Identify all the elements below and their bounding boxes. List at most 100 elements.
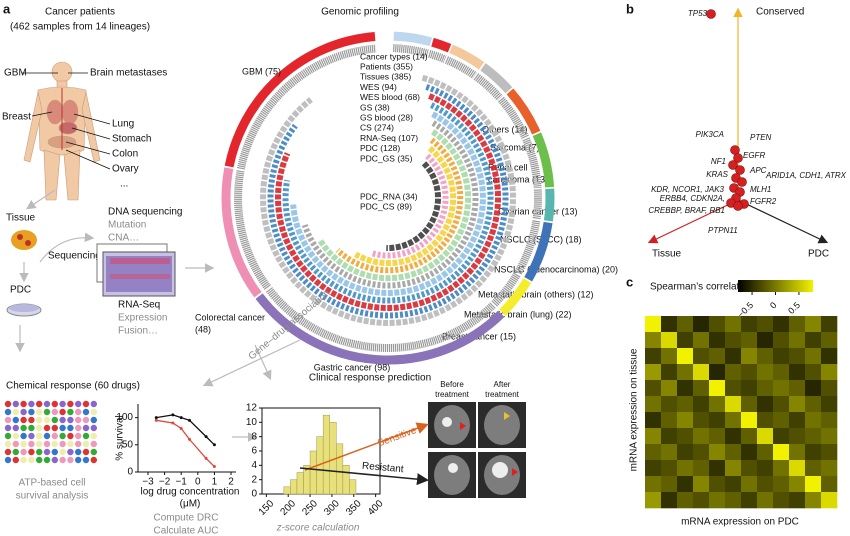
lineage-label: GBM (75) <box>242 66 281 76</box>
bar <box>336 443 344 495</box>
well <box>43 424 51 432</box>
caption: survival analysis <box>16 491 89 502</box>
heatmap-cell <box>821 412 838 429</box>
arrow-label: Resistant <box>362 461 405 476</box>
heatmap-cell <box>709 412 726 429</box>
lineage-arc <box>524 221 553 282</box>
heatmap-cell <box>661 444 678 461</box>
heatmap-cell <box>757 492 774 509</box>
y-tick-label: 0 <box>251 489 257 500</box>
well <box>82 400 90 408</box>
heatmap-cell <box>821 364 838 381</box>
track-label: RNA-Seq (107) <box>360 133 418 143</box>
heatmap-cell <box>805 412 822 429</box>
caption: ATP-based cell <box>18 478 85 489</box>
gene-label: NF1 <box>711 157 726 166</box>
well <box>75 456 82 464</box>
heatmap-cell <box>805 348 822 365</box>
track-label: WES (94) <box>360 82 397 92</box>
gene-label: ARID1A, CDH1, ATRX <box>765 171 847 180</box>
heatmap-cell <box>773 492 790 509</box>
x-tick-label: 2 <box>228 477 234 488</box>
circos-plot: Others (14)Sarcoma (7)Renal cellcarcinom… <box>195 31 618 372</box>
x-tick-label: −1 <box>175 477 187 488</box>
heatmap-cell <box>757 476 774 493</box>
heatmap-cell <box>805 396 822 413</box>
lineage-label: Colorectal cancer <box>195 312 265 322</box>
well <box>36 448 43 456</box>
heatmap-cell <box>661 476 678 493</box>
sample-ring <box>236 44 377 170</box>
track-ring <box>267 84 509 319</box>
mri-images <box>428 402 526 498</box>
sample-ring <box>473 73 503 101</box>
gene-label: PTPN11 <box>708 226 738 235</box>
sensitive-arrow <box>304 422 429 471</box>
heatmap-cell <box>645 316 662 333</box>
gene-points: TP53 PIK3CA PTEN EGFR NF1 APC KRAS ARID1A, CDH1… <box>648 9 846 235</box>
heatmap-cell <box>805 364 822 381</box>
well <box>75 440 82 448</box>
bar <box>342 465 350 495</box>
track-label: CS (274) <box>360 123 394 133</box>
body-label: GBM <box>4 68 27 79</box>
heatmap-cell <box>693 332 710 349</box>
heatmap-cell <box>741 444 758 461</box>
well <box>43 440 51 448</box>
heatmap-cell <box>725 364 742 381</box>
well <box>51 400 58 408</box>
well <box>28 424 35 432</box>
sample-ring <box>428 49 447 64</box>
x-tick-label: 150 <box>257 498 277 518</box>
well <box>4 400 12 408</box>
well <box>90 416 98 424</box>
heatmap-cell <box>757 332 774 349</box>
heatmap-cell <box>805 428 822 445</box>
heatmap-cell <box>645 396 662 413</box>
heatmap-cell <box>757 364 774 381</box>
point <box>154 416 158 420</box>
heatmap-cell <box>709 316 726 333</box>
heatmap-cell <box>645 380 662 397</box>
well <box>20 424 27 432</box>
heatmap-cell <box>805 492 822 509</box>
x-tick-label: 350 <box>344 498 364 518</box>
flow-label: DNA sequencing <box>108 207 183 218</box>
x-tick-label: 300 <box>322 498 342 518</box>
track-label: Tissues (385) <box>360 72 411 82</box>
heatmap-cell <box>677 476 694 493</box>
resistant-arrow <box>299 467 429 486</box>
gene-label: TP53 <box>688 9 708 18</box>
heatmap-cell <box>645 476 662 493</box>
track-ring <box>301 120 479 289</box>
track-ring <box>371 153 449 259</box>
x-tick-label: 400 <box>366 498 386 518</box>
axes <box>137 404 236 473</box>
lineage-arc <box>506 88 541 135</box>
heatmap-cell <box>677 364 694 381</box>
gene-label: EGFR <box>743 151 765 160</box>
well <box>51 448 58 456</box>
caption: Calculate AUC <box>153 526 218 536</box>
well <box>67 440 74 448</box>
heatmap-cell <box>693 364 710 381</box>
heatmap-cell <box>805 444 822 461</box>
heatmap-cell <box>645 364 662 381</box>
well <box>90 400 98 408</box>
heatmap-cell <box>693 316 710 333</box>
panel-label: a <box>3 1 11 16</box>
heatmap-cell <box>709 380 726 397</box>
heatmap-cell <box>821 316 838 333</box>
flow-item: CNA… <box>108 233 139 244</box>
heatmap-cell <box>821 380 838 397</box>
sample-ring <box>265 286 496 352</box>
heatmap-cell <box>773 380 790 397</box>
well <box>28 448 35 456</box>
sample-ring <box>491 272 521 307</box>
heatmap-cell <box>725 412 742 429</box>
x-tick-label: 200 <box>279 498 299 518</box>
heatmap-cell <box>693 476 710 493</box>
heatmap-cell <box>677 412 694 429</box>
heatmap-cell <box>773 444 790 461</box>
